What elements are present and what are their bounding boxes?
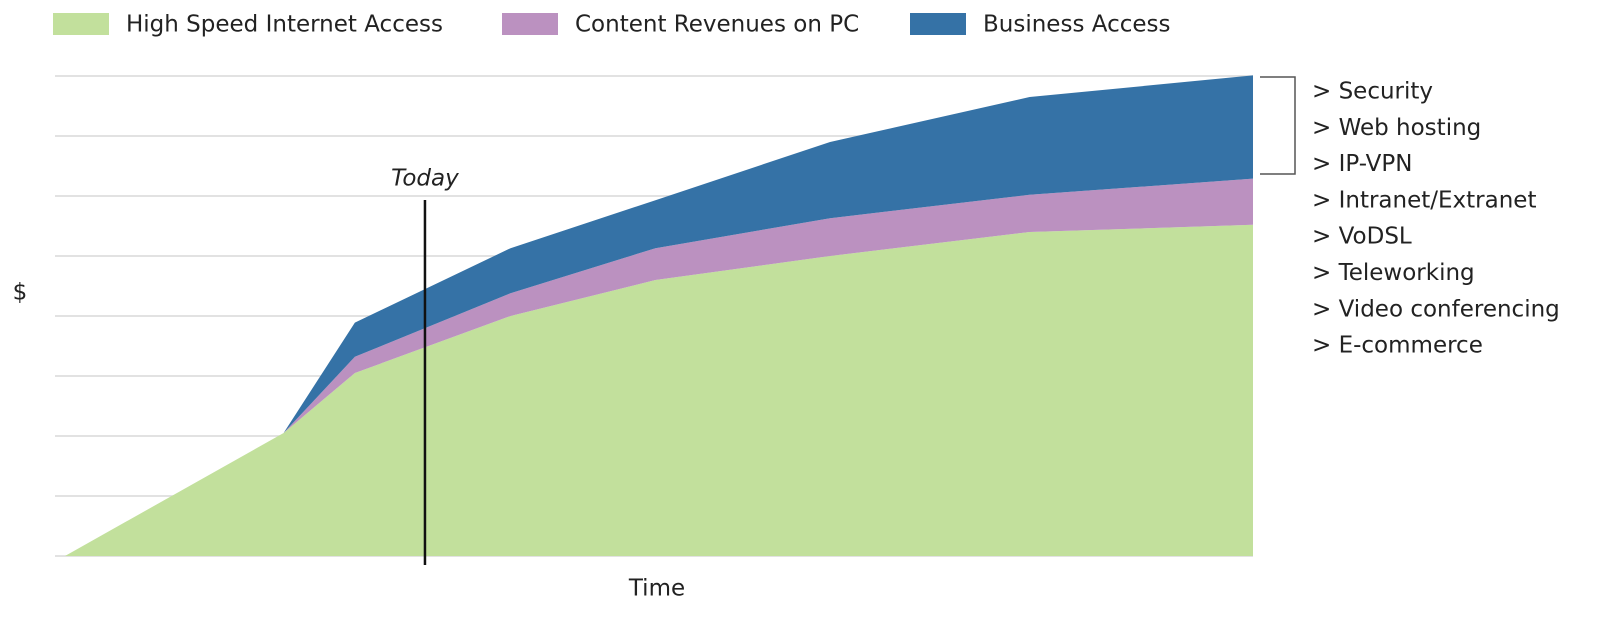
- x-axis-label: Time: [628, 576, 685, 602]
- annotation: > Security: [1312, 79, 1433, 105]
- legend-label: High Speed Internet Access: [126, 12, 443, 38]
- annotation: > Video conferencing: [1312, 296, 1560, 322]
- legend-label: Business Access: [983, 12, 1170, 38]
- today-label: Today: [391, 166, 459, 192]
- area: [65, 178, 1253, 556]
- annotation: > VoDSL: [1312, 224, 1412, 250]
- legend-swatch: [502, 13, 558, 35]
- legend-label: Content Revenues on PC: [575, 12, 859, 38]
- annotation: > Web hosting: [1312, 115, 1481, 141]
- area: [65, 224, 1253, 557]
- annotation: > Intranet/Extranet: [1312, 187, 1536, 213]
- y-axis-label: $: [13, 280, 28, 306]
- legend-swatch: [53, 13, 109, 35]
- bracket: [1260, 76, 1296, 175]
- legend-swatch: [910, 13, 966, 35]
- annotation: > IP-VPN: [1312, 151, 1413, 177]
- annotation: > Teleworking: [1312, 260, 1475, 286]
- annotation: > E-commerce: [1312, 333, 1483, 359]
- area: [65, 75, 1253, 557]
